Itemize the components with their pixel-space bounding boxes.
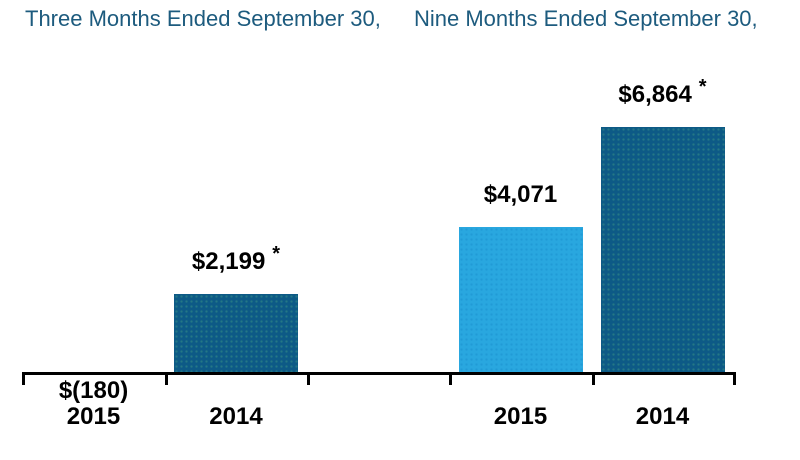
- x-axis-tick: [22, 372, 25, 385]
- x-axis-year-label: 2014: [209, 403, 263, 430]
- group-title-nine-months: Nine Months Ended September 30,: [414, 6, 758, 31]
- x-axis-tick: [307, 372, 310, 385]
- bar-value-label: $6,864 *: [553, 76, 773, 110]
- x-axis-tick: [733, 372, 736, 385]
- bar-2014-1: [174, 294, 298, 372]
- footnote-asterisk: *: [698, 76, 707, 98]
- x-axis-tick: [449, 372, 452, 385]
- bar-value-text: $6,864: [618, 81, 692, 108]
- x-axis-year-label: 2014: [635, 403, 690, 430]
- x-axis-tick: [165, 372, 168, 385]
- bar-value-label: $2,199 *: [126, 243, 346, 277]
- bar-value-text: $2,199: [191, 248, 266, 275]
- x-axis-tick: [592, 372, 595, 385]
- x-axis-year-label: 2015: [493, 403, 548, 430]
- bar-2015-2: [458, 227, 583, 372]
- bar-value-label: $4,071: [411, 181, 631, 209]
- footnote-asterisk: *: [272, 243, 281, 265]
- x-axis-year-label: 2015: [66, 403, 121, 430]
- bar-2014-3: [600, 127, 725, 372]
- x-axis-line: [22, 372, 736, 375]
- bar-value-text: $4,071: [483, 181, 558, 208]
- group-title-three-months: Three Months Ended September 30,: [25, 6, 381, 31]
- negative-value-label: $(180): [58, 377, 129, 404]
